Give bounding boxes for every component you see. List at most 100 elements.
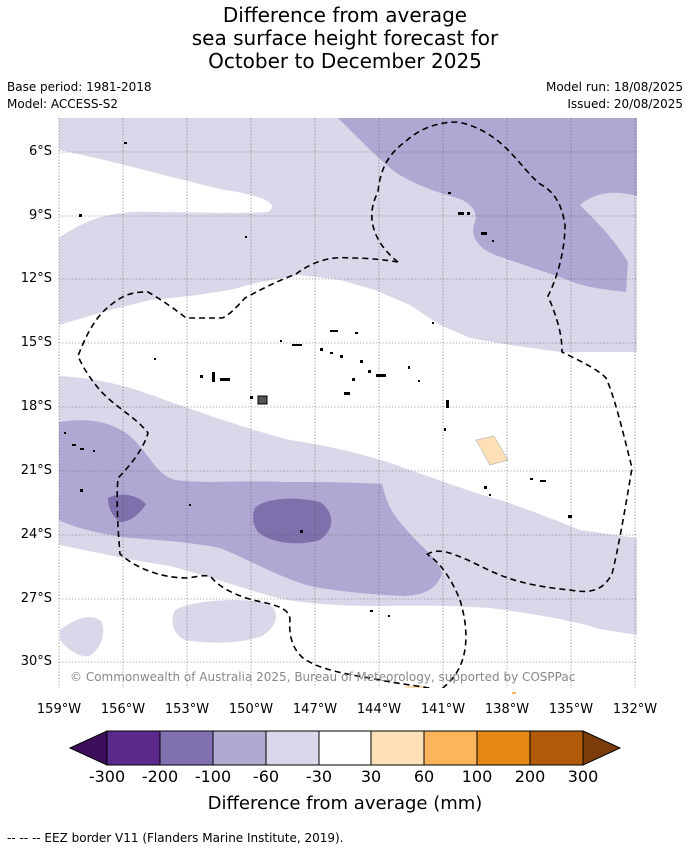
island-marker <box>124 142 127 144</box>
lon-label: 141°W <box>420 702 466 717</box>
islands <box>64 142 572 694</box>
island-marker <box>492 240 494 242</box>
island-marker <box>446 400 449 408</box>
colorbar-extend-max <box>582 730 622 766</box>
colorbar-bin <box>319 731 371 765</box>
model-text: Model: ACCESS-S2 <box>7 97 119 111</box>
colorbar-tick-label: 30 <box>360 767 382 786</box>
island-marker <box>530 478 533 480</box>
eez-borders <box>77 121 633 688</box>
colorbar-tick-label: -100 <box>194 767 232 786</box>
colorbar <box>68 730 622 766</box>
island-marker <box>212 372 215 382</box>
anomaly-region-light-southwest <box>60 616 104 657</box>
island-marker <box>512 692 516 694</box>
lon-label: 135°W <box>548 702 594 717</box>
island-marker <box>370 610 373 612</box>
anomaly-region-positive-east <box>475 435 509 466</box>
lon-label: 153°W <box>164 702 210 717</box>
island-marker <box>355 332 358 334</box>
anomaly-region-dark-central <box>253 498 332 544</box>
island-marker <box>320 348 323 351</box>
colorbar-tick-label: -30 <box>305 767 333 786</box>
colorbar-bin <box>477 731 530 765</box>
eez-footnote: -- -- -- EEZ border V11 (Flanders Marine… <box>7 831 344 845</box>
island-marker <box>80 489 83 492</box>
island-marker <box>250 396 253 399</box>
island-marker <box>79 214 82 217</box>
lon-label: 144°W <box>356 702 402 717</box>
anomaly-region-white-north <box>59 150 273 238</box>
lon-label: 147°W <box>292 702 338 717</box>
island-marker <box>408 366 410 369</box>
issued-text: Issued: 20/08/2025 <box>567 97 683 111</box>
colorbar-tick-label: 100 <box>461 767 493 786</box>
lat-label: 24°S <box>20 527 52 542</box>
island-marker <box>80 448 84 450</box>
map-title-line-2: sea surface height forecast for <box>191 26 499 50</box>
colorbar-bin <box>107 731 160 765</box>
island-marker <box>444 428 446 431</box>
island-marker <box>93 450 95 452</box>
island-marker <box>368 370 371 373</box>
copyright-notice: © Commonwealth of Australia 2025, Bureau… <box>70 670 576 684</box>
base-period-text: Base period: 1981-2018 <box>7 80 152 94</box>
island-marker <box>200 375 203 378</box>
lat-label: 12°S <box>20 271 52 286</box>
island-marker <box>568 515 572 518</box>
colorbar-bin <box>371 731 424 765</box>
island-marker <box>376 374 386 377</box>
island-marker <box>467 212 470 215</box>
island-marker <box>344 392 350 395</box>
colorbar-tick-label: 200 <box>514 767 546 786</box>
lat-label: 9°S <box>28 208 52 223</box>
island-marker <box>257 395 268 405</box>
colorbar-dividers <box>159 731 531 765</box>
colorbar-tick-label: -200 <box>141 767 179 786</box>
map-title-line-3: October to December 2025 <box>208 49 482 73</box>
island-marker <box>481 232 487 235</box>
island-marker <box>340 355 343 358</box>
model-run-text: Model run: 18/08/2025 <box>545 80 683 94</box>
island-marker <box>189 504 191 506</box>
colorbar-bin <box>213 731 266 765</box>
island-marker <box>448 192 451 194</box>
colorbar-bin <box>424 731 477 765</box>
colorbar-tick-label: 300 <box>567 767 599 786</box>
graticule <box>58 118 637 688</box>
map-title-line-1: Difference from average <box>222 3 468 27</box>
lon-label: 159°W <box>36 702 82 717</box>
lon-label: 132°W <box>612 702 658 717</box>
island-marker <box>64 432 66 434</box>
colorbar-tick-label: -300 <box>88 767 126 786</box>
island-marker <box>540 480 546 482</box>
lon-label: 156°W <box>100 702 146 717</box>
colorbar-bin <box>266 731 319 765</box>
lat-label: 21°S <box>20 463 52 478</box>
colorbar-bin <box>160 731 213 765</box>
island-marker <box>280 340 282 342</box>
island-marker <box>330 330 338 332</box>
anomaly-region-light-south-island <box>172 600 277 643</box>
colorbar-bin <box>530 731 583 765</box>
colorbar-tick-label: 60 <box>413 767 435 786</box>
island-marker <box>484 486 487 489</box>
island-marker <box>72 444 76 446</box>
island-marker <box>300 530 303 533</box>
eez-border-cook-islands <box>77 256 467 688</box>
lon-label: 150°W <box>228 702 274 717</box>
island-marker <box>489 494 491 496</box>
island-marker <box>458 212 464 215</box>
island-marker <box>154 358 156 360</box>
anomaly-region-medium-south <box>59 420 442 596</box>
colorbar-title: Difference from average (mm) <box>207 793 483 814</box>
lat-label: 6°S <box>28 144 52 159</box>
island-marker <box>432 322 434 324</box>
island-marker <box>292 344 302 346</box>
island-marker <box>330 352 333 354</box>
colorbar-extend-min <box>68 730 108 766</box>
lat-label: 15°S <box>20 335 52 350</box>
lat-label: 30°S <box>20 654 52 669</box>
island-marker <box>360 360 363 363</box>
